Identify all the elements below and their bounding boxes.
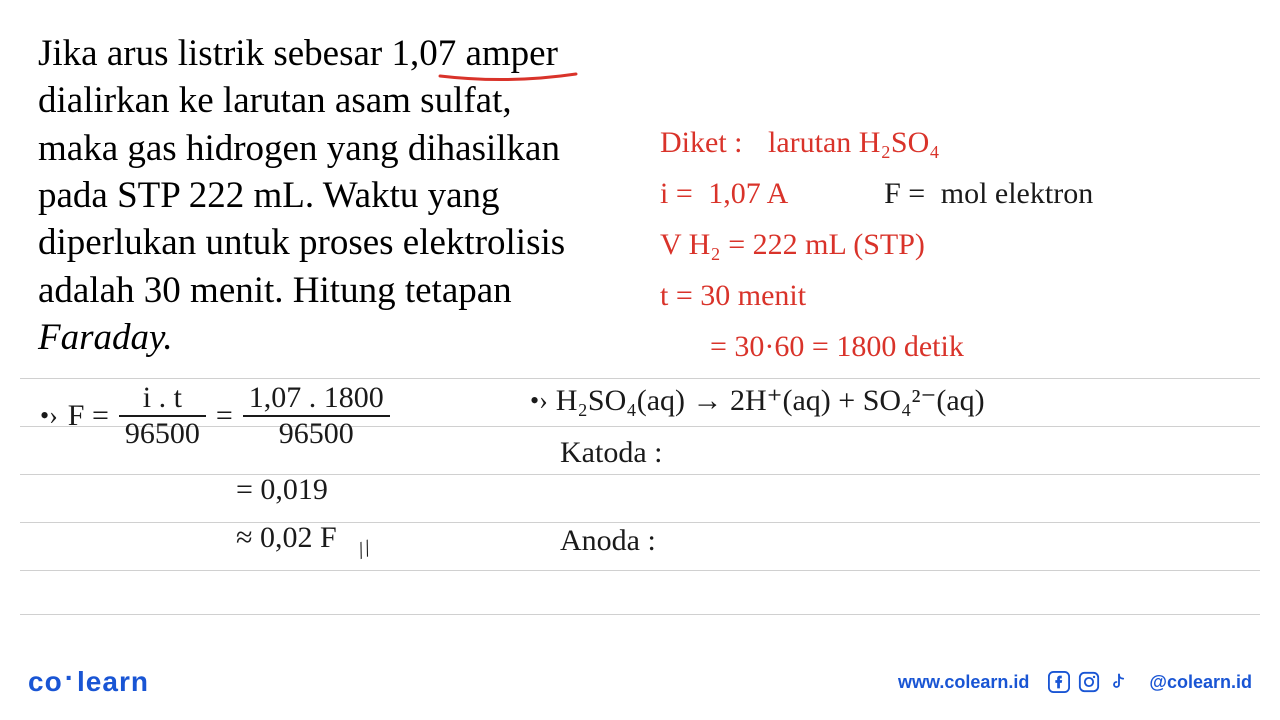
current-line: i = 1,07 A F = mol elektron [660,171,1250,216]
problem-line4: pada STP 222 mL. Waktu yang [38,175,500,216]
problem-line3: maka gas hidrogen yang dihasilkan [38,128,560,169]
frac2-num: 1,07 . 1800 [243,383,390,417]
frac1-num: i . t [119,383,206,417]
katoda-label: Katoda : [560,436,985,470]
f-value: mol elektron [941,177,1093,210]
problem-line2: dialirkan ke larutan asam sulfat, [38,80,512,121]
social-icons [1047,670,1131,694]
i-label: i = [660,177,693,210]
problem-line6: adalah 30 menit. Hitung tetapan [38,270,512,311]
underline-red [438,72,578,84]
equation-row: •› H₂SO₄(aq) → 2H⁺(aq) + SO₄²⁻(aq) [530,383,985,418]
result2: ≈ 0,02 F [236,521,337,554]
problem-line5: diperlukan untuk proses elektrolisis [38,222,565,263]
diket-label: Diket : [660,126,743,159]
diket-item1: larutan H₂SO₄ [768,126,940,159]
calculation-right: •› H₂SO₄(aq) → 2H⁺(aq) + SO₄²⁻(aq) Katod… [530,383,985,558]
tiktok-icon [1107,670,1131,694]
result1: = 0,019 [236,473,390,507]
t-calc-line: = 30·60 = 1800 detik [710,324,1250,369]
frac1-den: 96500 [119,417,206,449]
footer: co·learn www.colearn.id @colearn.id [28,666,1252,698]
footer-right: www.colearn.id @colearn.id [898,670,1252,694]
i-value: 1,07 A [708,177,786,210]
calculation-left: •› F = i . t 96500 = 1,07 . 1800 96500 =… [40,383,390,555]
f-label: F = [884,177,925,210]
eq1: = [216,399,233,433]
logo-learn: learn [77,666,149,697]
formula-row: •› F = i . t 96500 = 1,07 . 1800 96500 [40,383,390,449]
facebook-icon [1047,670,1071,694]
dissociation-eq: H₂SO₄(aq) → 2H⁺(aq) + SO₄²⁻(aq) [556,383,985,418]
frac2: 1,07 . 1800 96500 [243,383,390,449]
frac1: i . t 96500 [119,383,206,449]
t-line: t = 30 menit [660,273,1250,318]
logo: co·learn [28,666,149,698]
instagram-icon [1077,670,1101,694]
given-notes: Diket : larutan H₂SO₄ i = 1,07 A F = mol… [660,120,1250,369]
result2-row: ≈ 0,02 F // [236,521,390,555]
anoda-label: Anoda : [560,524,985,558]
vh2-line: V H₂ = 222 mL (STP) [660,222,1250,267]
problem-line1: Jika arus listrik sebesar 1,07 amper [38,33,558,74]
f-eq: F = [68,399,109,433]
footer-handle: @colearn.id [1149,672,1252,693]
diket-line: Diket : larutan H₂SO₄ [660,120,1250,165]
frac2-den: 96500 [243,417,390,449]
logo-co: co [28,666,63,697]
problem-line7: Faraday. [38,317,173,358]
footer-url: www.colearn.id [898,672,1029,693]
